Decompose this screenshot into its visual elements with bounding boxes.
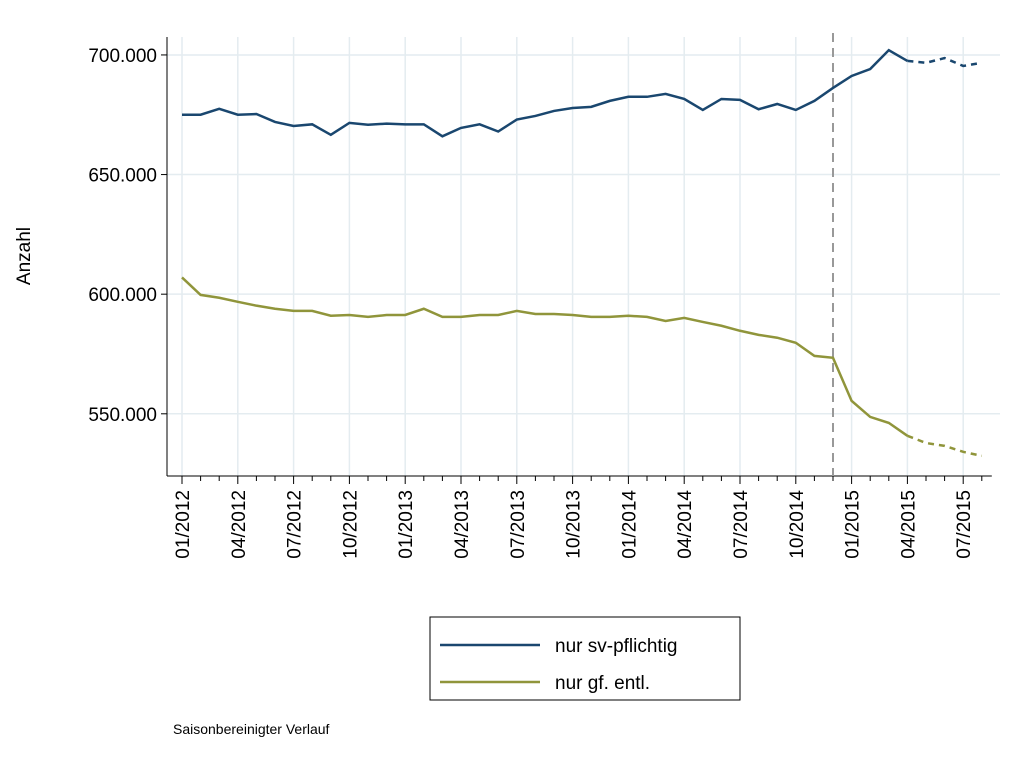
y-tick-label: 650.000 <box>88 166 157 187</box>
x-tick-label: 04/2012 <box>229 490 250 559</box>
y-axis-label: Anzahl <box>14 227 35 285</box>
series-line <box>182 48 909 138</box>
x-tick-label: 04/2013 <box>452 490 473 559</box>
series-line <box>181 276 909 437</box>
x-tick-label: 07/2015 <box>954 490 975 559</box>
x-tick-label: 07/2013 <box>508 490 529 559</box>
y-tick-label: 550.000 <box>88 405 157 426</box>
series-line-dashed <box>907 56 983 68</box>
x-tick-label: 04/2014 <box>675 490 696 559</box>
x-tick-label: 07/2014 <box>731 490 752 559</box>
x-tick-label: 10/2013 <box>564 490 585 559</box>
note: Saisonbereinigter Verlauf <box>173 721 330 737</box>
x-tick-label: 01/2014 <box>619 490 640 559</box>
x-tick-label: 01/2013 <box>396 490 417 559</box>
x-tick-label: 10/2014 <box>787 490 808 559</box>
series-line-dashed <box>906 434 983 458</box>
x-tick-label: 01/2015 <box>843 490 864 559</box>
x-tick-label: 04/2015 <box>898 490 919 559</box>
legend-label: nur gf. entl. <box>555 673 650 694</box>
legend-label: nur sv-pflichtig <box>555 636 678 657</box>
x-tick-label: 01/2012 <box>173 490 194 559</box>
y-tick-label: 600.000 <box>88 285 157 306</box>
legend-box <box>429 616 741 701</box>
y-tick-label: 700.000 <box>88 46 157 67</box>
x-tick-label: 10/2012 <box>340 490 361 559</box>
x-tick-label: 07/2012 <box>285 490 306 559</box>
